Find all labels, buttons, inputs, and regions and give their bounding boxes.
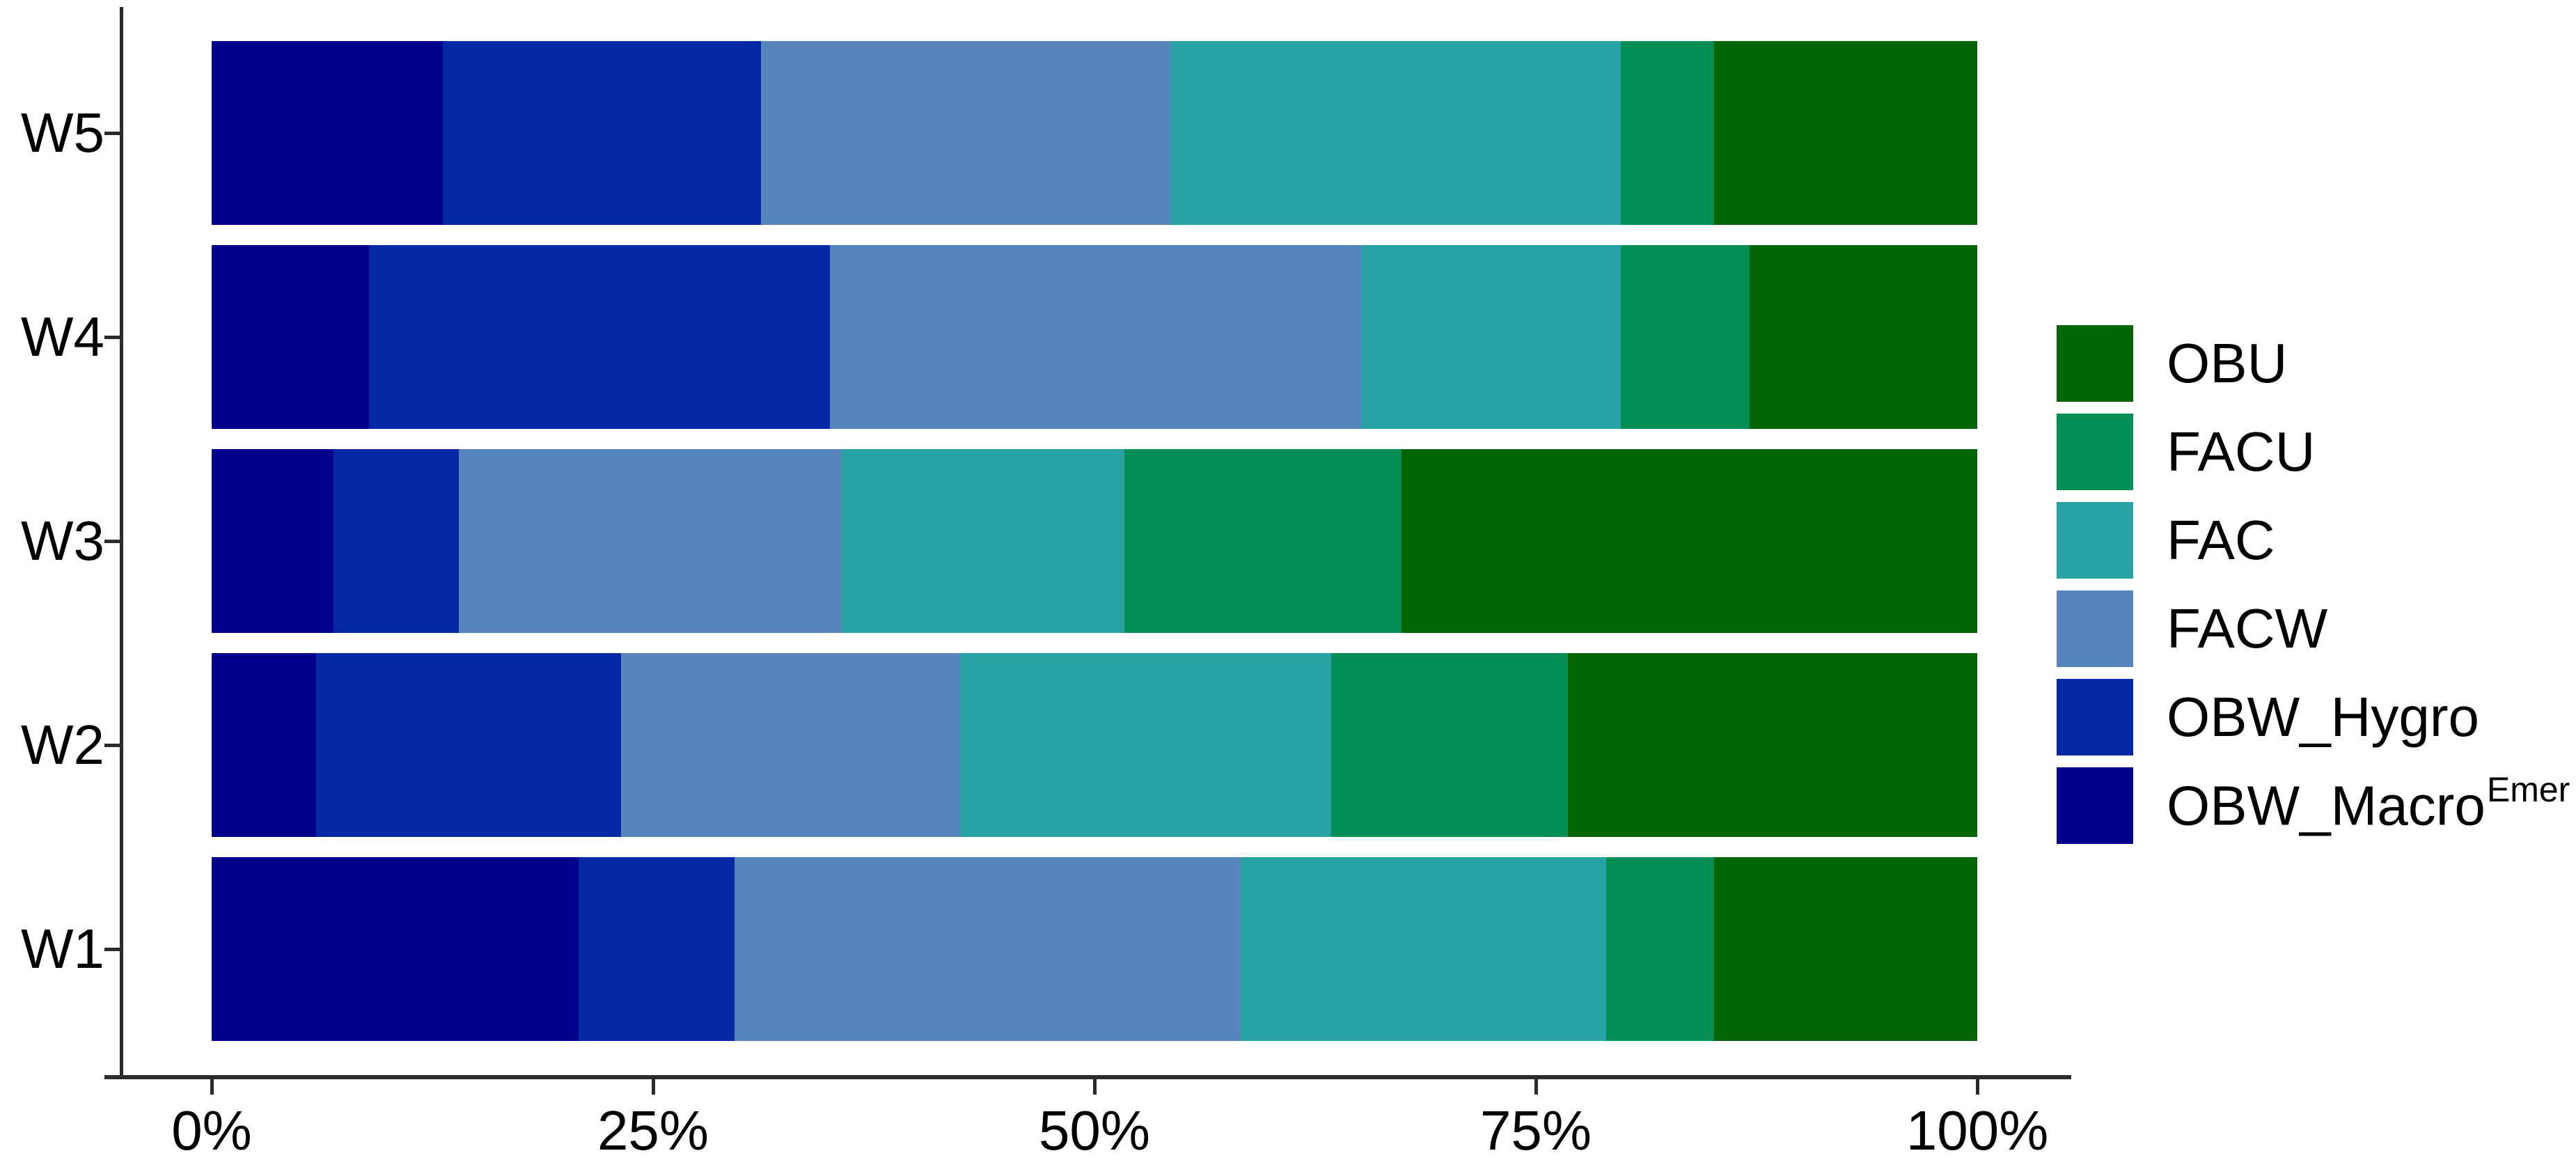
x-tick-label-75: 75%: [1479, 1099, 1592, 1161]
legend-swatch-fac: [2057, 502, 2133, 579]
x-tick-0: [210, 1079, 214, 1095]
bar-segment-w3-facw: [459, 449, 842, 633]
bar-segment-w4-facu: [1620, 245, 1750, 429]
y-tick-w3: [104, 540, 120, 543]
legend-swatch-facu: [2057, 414, 2133, 490]
bar-segment-w5-fac: [1170, 41, 1621, 225]
y-tick-w2: [104, 744, 120, 747]
bar-segment-w5-facu: [1620, 41, 1715, 225]
bar-segment-w3-obw_hygro: [333, 449, 460, 633]
bar-row-w1: [212, 857, 1977, 1041]
legend-label-facw: FACW: [2167, 597, 2328, 659]
legend-swatch-obw_macro: [2057, 767, 2133, 844]
legend-item-obu: OBU: [2057, 325, 2287, 402]
bar-segment-w1-facu: [1606, 857, 1715, 1041]
x-axis-line: [104, 1075, 2071, 1079]
bar-segment-w2-facu: [1330, 653, 1568, 837]
legend-label-obw_macro: OBW_MacroEmer: [2167, 769, 2570, 837]
legend-label-obw_hygro: OBW_Hygro: [2167, 686, 2479, 748]
legend-item-facu: FACU: [2057, 414, 2315, 490]
y-tick-label-w2: W2: [21, 714, 104, 776]
bar-segment-w4-fac: [1360, 245, 1621, 429]
y-tick-label-w5: W5: [21, 102, 104, 164]
bar-segment-w2-obu: [1567, 653, 1977, 837]
bar-segment-w5-facw: [760, 41, 1171, 225]
y-tick-w1: [104, 948, 120, 951]
bar-segment-w2-obw_hygro: [315, 653, 622, 837]
bar-segment-w1-obu: [1714, 857, 1977, 1041]
x-tick-50: [1093, 1079, 1097, 1095]
bar-row-w2: [212, 653, 1977, 837]
legend-label-superscript: Emer: [2486, 769, 2570, 809]
bar-segment-w4-obw_hygro: [368, 245, 830, 429]
bar-segment-w2-fac: [960, 653, 1331, 837]
legend-item-obw_macro: OBW_MacroEmer: [2057, 767, 2570, 844]
bar-segment-w5-obw_macro: [212, 41, 443, 225]
y-tick-label-w4: W4: [21, 306, 104, 368]
bar-segment-w4-obw_macro: [212, 245, 369, 429]
bar-segment-w4-obu: [1749, 245, 1977, 429]
x-tick-100: [1976, 1079, 1979, 1095]
legend-swatch-obw_hygro: [2057, 679, 2133, 755]
bar-segment-w1-obw_hygro: [579, 857, 735, 1041]
legend-label-facu: FACU: [2167, 421, 2316, 483]
x-tick-label-0: 0%: [171, 1099, 252, 1161]
y-tick-w4: [104, 336, 120, 339]
legend-swatch-obu: [2057, 325, 2133, 402]
bar-segment-w2-facw: [621, 653, 961, 837]
bar-segment-w1-facw: [734, 857, 1241, 1041]
x-tick-label-100: 100%: [1906, 1099, 2049, 1161]
x-tick-75: [1534, 1079, 1538, 1095]
bar-row-w5: [212, 41, 1977, 225]
bar-segment-w1-obw_macro: [212, 857, 579, 1041]
y-axis-line: [120, 7, 123, 1079]
y-tick-w5: [104, 132, 120, 135]
bar-segment-w2-obw_macro: [212, 653, 316, 837]
y-tick-label-w1: W1: [21, 918, 104, 980]
y-tick-label-w3: W3: [21, 510, 104, 572]
legend-label-fac: FAC: [2167, 509, 2275, 571]
legend-label-obu: OBU: [2167, 332, 2288, 394]
bar-row-w3: [212, 449, 1977, 633]
x-tick-label-25: 25%: [597, 1099, 709, 1161]
bar-segment-w1-fac: [1241, 857, 1607, 1041]
bar-segment-w3-obu: [1401, 449, 1977, 633]
bar-segment-w4-facw: [829, 245, 1361, 429]
x-tick-25: [652, 1079, 655, 1095]
bar-segment-w3-facu: [1124, 449, 1402, 633]
x-tick-label-50: 50%: [1038, 1099, 1151, 1161]
bar-segment-w5-obu: [1714, 41, 1977, 225]
legend-item-fac: FAC: [2057, 502, 2275, 579]
legend-item-obw_hygro: OBW_Hygro: [2057, 679, 2479, 755]
bar-segment-w3-obw_macro: [212, 449, 333, 633]
bar-segment-w5-obw_hygro: [443, 41, 761, 225]
bar-row-w4: [212, 245, 1977, 429]
legend-swatch-facw: [2057, 590, 2133, 667]
bar-segment-w3-fac: [842, 449, 1125, 633]
legend-item-facw: FACW: [2057, 590, 2327, 667]
